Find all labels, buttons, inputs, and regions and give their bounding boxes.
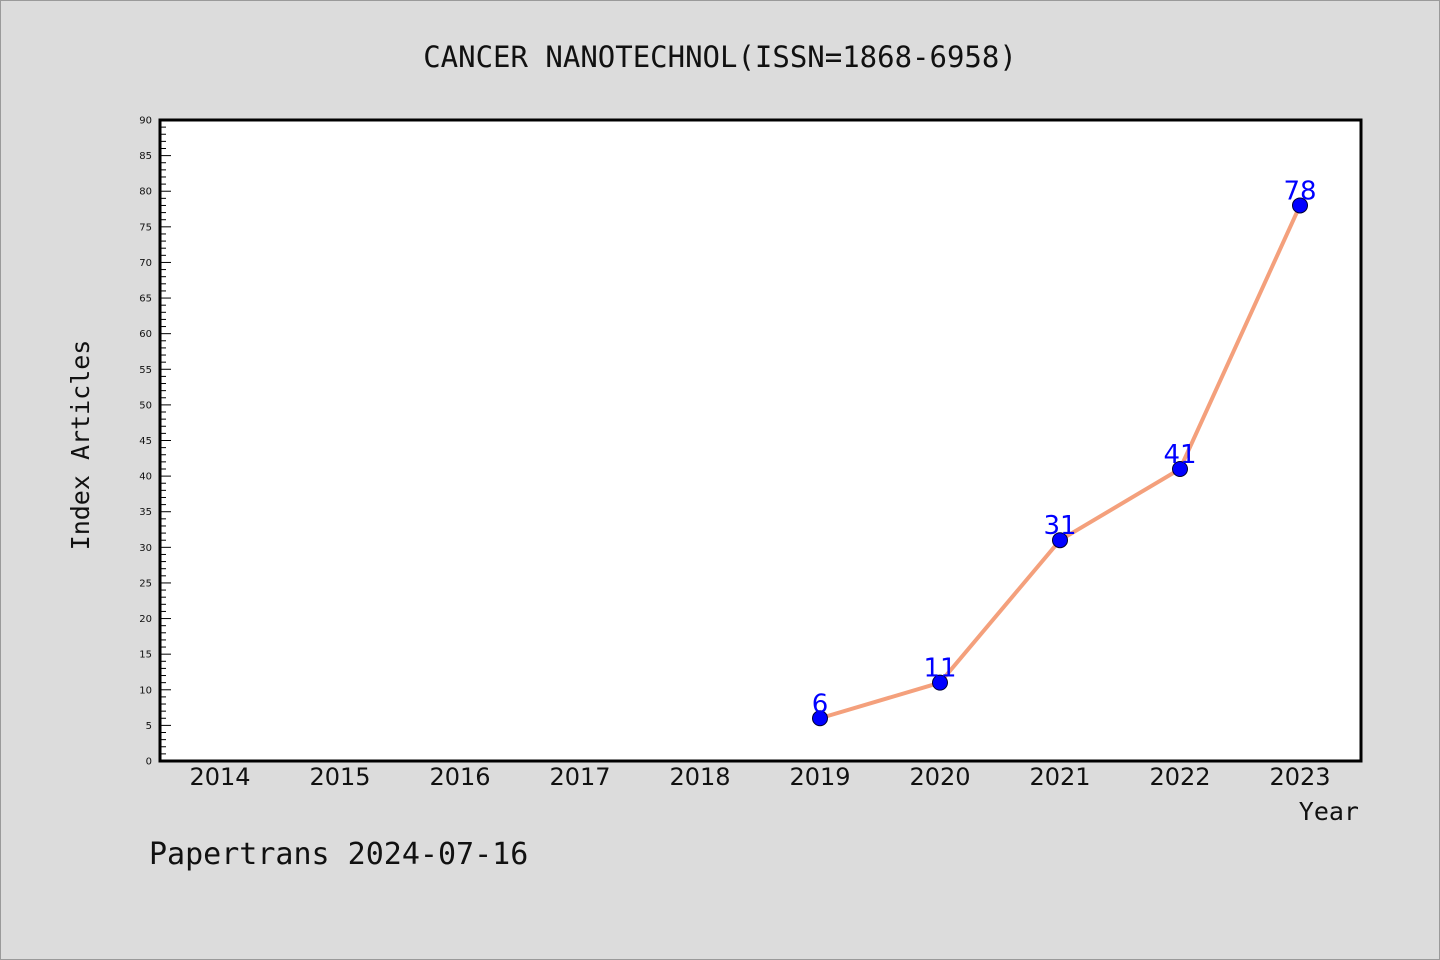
data-label: 6 — [812, 689, 829, 719]
y-tick-label: 20 — [139, 614, 152, 625]
footer-credit: Papertrans 2024-07-16 — [149, 837, 528, 872]
x-tick-label: 2019 — [789, 763, 850, 791]
y-axis-title: Index Articles — [66, 340, 95, 551]
y-tick-label: 35 — [139, 507, 152, 518]
plot-area — [158, 118, 1363, 763]
data-point-marker — [1172, 460, 1188, 477]
data-label: 11 — [923, 654, 956, 684]
data-point-marker — [812, 710, 828, 727]
y-tick-label: 75 — [139, 222, 152, 233]
y-axis-tick-labels: 0 5 10 15 20 25 30 35 40 45 50 55 60 65 70 75 80 85 90 — [139, 116, 152, 768]
y-tick-label: 80 — [139, 187, 152, 198]
y-tick-label: 55 — [139, 365, 152, 376]
y-tick-label: 45 — [139, 436, 152, 447]
x-tick-label: 2023 — [1269, 763, 1330, 791]
data-label: 41 — [1163, 440, 1196, 470]
series-group: 6 11 31 41 78 — [812, 176, 1317, 727]
x-tick-label: 2015 — [309, 763, 370, 791]
y-tick-label: 60 — [139, 329, 152, 340]
x-axis-tick-labels: 2014 2015 2016 2017 2018 2019 2020 2021 2022 2023 — [189, 763, 1330, 791]
x-tick-label: 2016 — [429, 763, 490, 791]
y-tick-label: 85 — [139, 151, 152, 162]
data-point-marker — [932, 674, 948, 691]
chart-title: CANCER NANOTECHNOL(ISSN=1868-6958) — [423, 40, 1017, 74]
x-tick-label: 2022 — [1149, 763, 1210, 791]
x-tick-label: 2014 — [189, 763, 250, 791]
y-tick-label: 25 — [139, 578, 152, 589]
data-point-marker — [1292, 197, 1308, 214]
y-tick-label: 90 — [139, 116, 152, 127]
data-label: 78 — [1283, 176, 1316, 206]
x-tick-label: 2017 — [549, 763, 610, 791]
y-tick-label: 70 — [139, 258, 152, 269]
y-tick-label: 65 — [139, 294, 152, 305]
x-tick-label: 2020 — [909, 763, 970, 791]
y-axis-ticks — [160, 119, 171, 762]
data-point-marker — [1052, 532, 1068, 549]
x-tick-label: 2018 — [669, 763, 730, 791]
y-tick-label: 30 — [139, 543, 152, 554]
y-tick-label: 40 — [139, 472, 152, 483]
y-tick-label: 5 — [146, 721, 152, 732]
y-tick-label: 10 — [139, 685, 152, 696]
data-label: 31 — [1043, 511, 1076, 541]
x-tick-label: 2021 — [1029, 763, 1090, 791]
y-tick-label: 0 — [146, 757, 152, 768]
y-tick-label: 15 — [139, 650, 152, 661]
x-axis-title: Year — [1299, 797, 1359, 826]
y-tick-label: 50 — [139, 400, 152, 411]
